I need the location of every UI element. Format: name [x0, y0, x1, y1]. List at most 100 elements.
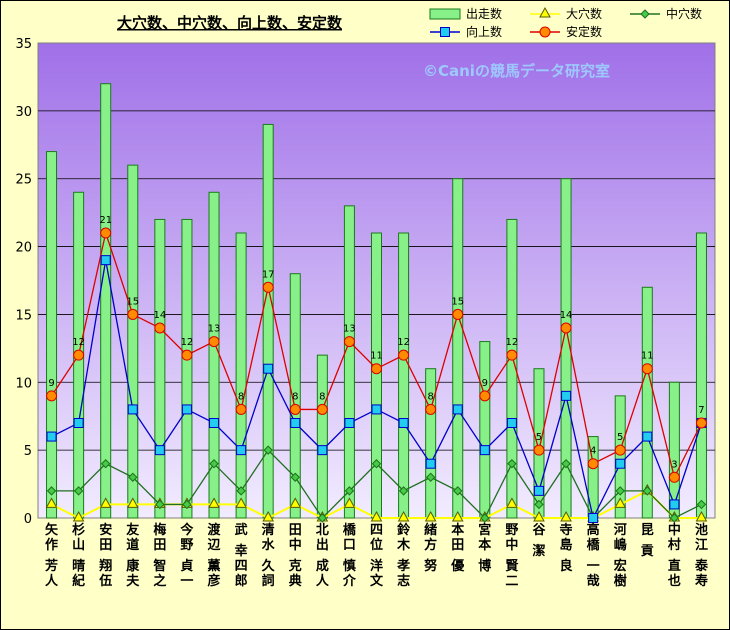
bar-0 [46, 151, 58, 519]
x-tick-char: 晴 [72, 558, 85, 574]
legend-label: 出走数 [466, 6, 502, 21]
marker-安定数-16 [479, 390, 491, 402]
x-tick-label: 宮本博 [478, 522, 491, 574]
x-tick-char: 田 [451, 538, 464, 553]
x-tick-char: 翔 [98, 558, 112, 574]
x-tick-char: 口 [343, 538, 356, 553]
x-tick-char: 田 [99, 538, 112, 553]
marker-安定数-22 [641, 363, 653, 375]
legend-item: 安定数 [530, 24, 602, 39]
x-tick-label: 本田優 [450, 522, 465, 574]
x-tick-char: 武 [235, 522, 248, 538]
legend-label: 安定数 [566, 24, 602, 39]
marker-大穴数-15 [451, 510, 464, 522]
data-label: 9 [482, 378, 488, 389]
data-label: 14 [153, 310, 166, 321]
x-tick-char: 成 [316, 558, 329, 574]
x-tick-char: 清 [262, 522, 275, 538]
x-tick-char: 杉 [72, 522, 85, 538]
marker-中穴数-17 [507, 459, 517, 469]
x-tick-char: 高 [587, 522, 600, 538]
x-tick-char: 智 [153, 558, 166, 574]
marker-安定数-23 [668, 471, 680, 483]
y-tick-label: 5 [24, 444, 32, 459]
x-tick-char: 方 [424, 537, 437, 553]
x-tick-char: 木 [396, 537, 411, 553]
marker-向上数-20 [588, 513, 599, 523]
marker-中穴数-0 [46, 486, 57, 496]
marker-安定数-12 [371, 363, 382, 375]
legend-swatch [429, 8, 461, 20]
marker-安定数-21 [614, 444, 626, 456]
marker-向上数-13 [398, 418, 409, 428]
y-tick-label: 35 [15, 37, 32, 52]
x-tick-char: 宏 [614, 558, 627, 574]
bar-7 [235, 232, 247, 519]
legend-marker [539, 6, 551, 18]
marker-安定数-20 [587, 458, 599, 470]
x-tick-char: 渡 [208, 522, 222, 538]
x-tick-char: 一 [180, 574, 193, 589]
marker-向上数-1 [73, 418, 84, 428]
x-tick-char: 努 [424, 558, 437, 574]
x-tick-char: 泰 [694, 558, 709, 574]
x-tick-char: 本 [451, 522, 464, 538]
x-tick-char: 博 [478, 558, 491, 574]
marker-安定数-1 [73, 349, 85, 361]
marker-安定数-11 [343, 336, 355, 348]
x-tick-char: 直 [668, 558, 681, 574]
marker-向上数-6 [209, 418, 220, 428]
series-markers [45, 227, 708, 523]
marker-安定数-17 [506, 349, 518, 361]
marker-安定数-14 [425, 403, 437, 415]
x-tick-char: 村 [668, 537, 681, 553]
x-tick-char: 寿 [695, 573, 708, 589]
x-tick-char: 芳 [45, 558, 58, 574]
legend-item: 大穴数 [530, 6, 602, 21]
x-tick-char: 之 [153, 573, 166, 589]
legend-marker [440, 27, 450, 37]
x-tick-char: 四 [370, 523, 383, 538]
x-tick-char: 山 [72, 537, 85, 553]
marker-中穴数-24 [696, 499, 707, 510]
marker-中穴数-14 [425, 472, 436, 482]
bar-13 [398, 232, 410, 519]
marker-中穴数-12 [371, 459, 382, 469]
marker-中穴数-9 [290, 472, 300, 482]
marker-安定数-0 [46, 390, 58, 402]
bar-8 [262, 123, 274, 519]
marker-大穴数-7 [235, 497, 247, 508]
bar-15 [452, 178, 464, 519]
marker-安定数-10 [316, 403, 328, 415]
x-tick-char: 貞 [180, 558, 193, 574]
x-tick-char: 薫 [208, 558, 221, 574]
data-label: 12 [72, 337, 85, 348]
marker-中穴数-16 [480, 513, 490, 523]
marker-大穴数-6 [208, 497, 220, 508]
marker-向上数-21 [615, 458, 626, 469]
x-tick-char: 水 [262, 537, 276, 553]
x-tick-char: 谷 [532, 522, 546, 538]
marker-向上数-15 [452, 404, 463, 415]
marker-大穴数-24 [695, 510, 708, 522]
marker-大穴数-1 [72, 510, 85, 522]
marker-中穴数-11 [344, 486, 355, 496]
marker-中穴数-15 [453, 486, 463, 496]
legend-label: 大穴数 [566, 6, 602, 21]
x-tick-char: 彦 [208, 573, 221, 589]
marker-大穴数-14 [424, 510, 437, 522]
x-tick-char: 郎 [235, 573, 248, 589]
marker-大穴数-9 [289, 497, 302, 508]
x-tick-char: 作 [45, 537, 58, 553]
y-tick-label: 25 [15, 173, 32, 188]
x-tick-char: 典 [289, 573, 302, 589]
x-tick-char: 慎 [343, 558, 356, 574]
x-tick-label: 昆貢 [641, 522, 654, 559]
x-tick-label: 谷潔 [532, 522, 546, 559]
data-label: 8 [292, 391, 298, 402]
